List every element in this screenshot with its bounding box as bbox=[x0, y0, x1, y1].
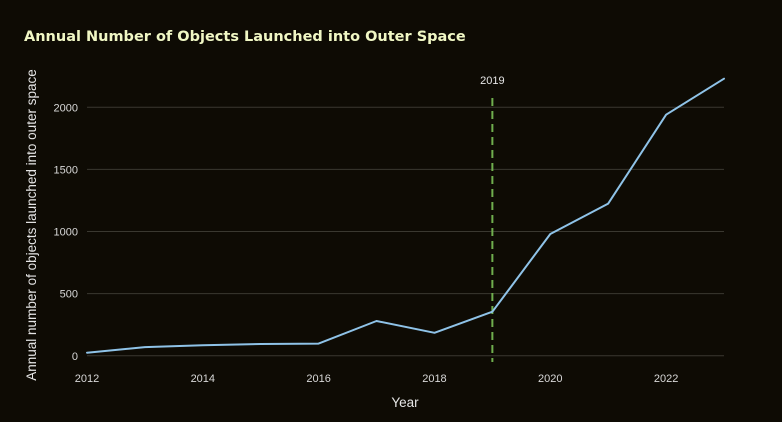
y-tick-label: 2000 bbox=[54, 102, 78, 114]
data-point bbox=[606, 202, 610, 206]
x-tick-label: 2022 bbox=[654, 373, 678, 385]
data-point bbox=[432, 331, 436, 335]
chart-title: Annual Number of Objects Launched into O… bbox=[24, 29, 466, 45]
data-point bbox=[85, 351, 89, 355]
series-group bbox=[85, 77, 726, 355]
y-tick-label: 1500 bbox=[54, 164, 78, 176]
data-point bbox=[143, 345, 147, 349]
data-point bbox=[259, 342, 263, 346]
y-axis-ticks: 0 500 1000 1500 2000 bbox=[54, 102, 78, 363]
x-tick-label: 2012 bbox=[75, 373, 99, 385]
x-tick-label: 2020 bbox=[538, 373, 562, 385]
x-tick-label: 2014 bbox=[191, 373, 215, 385]
data-point bbox=[548, 232, 552, 236]
gridlines bbox=[87, 106, 724, 357]
annotation-group: 2019 bbox=[480, 75, 505, 362]
y-axis-title: Annual number of objects launched into o… bbox=[24, 69, 39, 380]
data-point bbox=[201, 343, 205, 347]
data-point bbox=[722, 77, 726, 81]
data-point bbox=[664, 113, 668, 117]
annotation-label: 2019 bbox=[480, 75, 504, 87]
x-tick-label: 2018 bbox=[422, 373, 446, 385]
y-tick-label: 1000 bbox=[54, 227, 78, 239]
y-tick-label: 0 bbox=[72, 351, 78, 363]
y-tick-label: 500 bbox=[60, 289, 78, 301]
data-point bbox=[375, 319, 379, 323]
data-point bbox=[317, 342, 321, 346]
x-tick-label: 2016 bbox=[306, 373, 330, 385]
x-axis-title: Year bbox=[391, 395, 419, 410]
x-axis-ticks: 2012 2014 2016 2018 2020 2022 bbox=[75, 373, 679, 385]
series-line bbox=[86, 77, 725, 354]
data-point bbox=[490, 310, 494, 314]
